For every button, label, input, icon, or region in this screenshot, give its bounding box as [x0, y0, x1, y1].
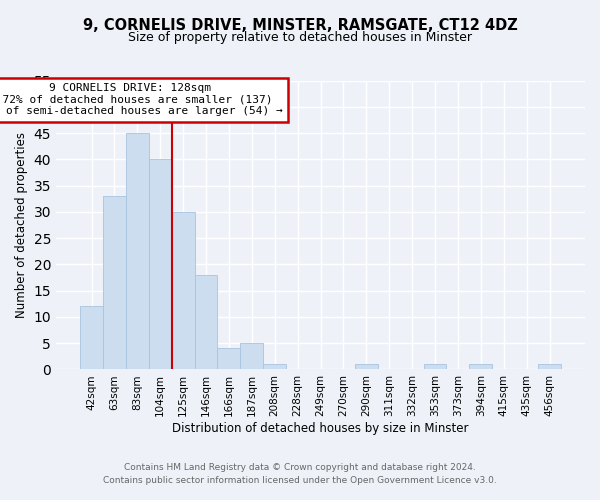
Text: 9 CORNELIS DRIVE: 128sqm
← 72% of detached houses are smaller (137)
28% of semi-: 9 CORNELIS DRIVE: 128sqm ← 72% of detach…	[0, 83, 283, 116]
Bar	[424, 364, 446, 370]
Bar	[217, 348, 241, 370]
Bar	[355, 364, 378, 370]
X-axis label: Distribution of detached houses by size in Minster: Distribution of detached houses by size …	[172, 422, 469, 435]
Bar	[126, 133, 149, 370]
Text: 9, CORNELIS DRIVE, MINSTER, RAMSGATE, CT12 4DZ: 9, CORNELIS DRIVE, MINSTER, RAMSGATE, CT…	[83, 18, 517, 32]
Bar	[172, 212, 194, 370]
Bar	[469, 364, 492, 370]
Bar	[80, 306, 103, 370]
Bar	[103, 196, 126, 370]
Bar	[538, 364, 561, 370]
Bar	[194, 275, 217, 370]
Text: Contains HM Land Registry data © Crown copyright and database right 2024.: Contains HM Land Registry data © Crown c…	[124, 464, 476, 472]
Bar	[149, 160, 172, 370]
Text: Contains public sector information licensed under the Open Government Licence v3: Contains public sector information licen…	[103, 476, 497, 485]
Bar	[263, 364, 286, 370]
Text: Size of property relative to detached houses in Minster: Size of property relative to detached ho…	[128, 31, 472, 44]
Bar	[241, 343, 263, 369]
Y-axis label: Number of detached properties: Number of detached properties	[15, 132, 28, 318]
